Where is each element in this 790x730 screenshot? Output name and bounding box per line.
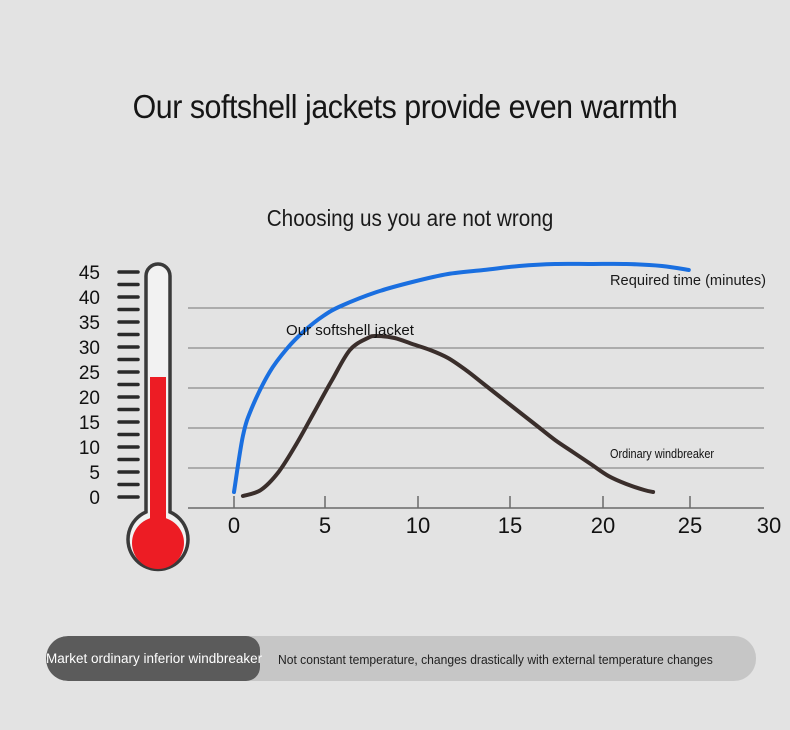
x-tick-label: 15 (498, 513, 522, 538)
banner-text: Not constant temperature, changes drasti… (278, 652, 713, 667)
series-line-our-softshell-jacket (232, 261, 691, 494)
banner-label: Market ordinary inferior windbreaker (46, 636, 262, 681)
thermometer-scale-label: 35 (79, 313, 100, 334)
thermometer-scale-label: 15 (79, 413, 100, 434)
thermometer-scale-labels: 45 40 35 30 25 20 15 10 5 0 (79, 263, 100, 509)
x-tick-label: 5 (319, 513, 331, 538)
thermometer-ticks (117, 270, 140, 499)
thermometer-scale-label: 10 (79, 438, 100, 459)
thermometer: 45 40 35 30 25 20 15 10 5 0 (79, 262, 190, 572)
series-label-our-softshell-jacket: Our softshell jacket (286, 322, 415, 339)
chart-gridlines (188, 307, 764, 509)
series-line-ordinary-windbreaker (240, 333, 656, 498)
thermometer-scale-label: 0 (89, 488, 100, 509)
thermometer-scale-label: 25 (79, 363, 100, 384)
x-axis-ticks (233, 496, 691, 508)
thermometer-scale-label: 30 (79, 338, 100, 359)
thermometer-scale-label: 40 (79, 288, 100, 309)
x-tick-label: 25 (678, 513, 702, 538)
x-tick-label: 0 (228, 513, 240, 538)
thermometer-scale-label: 20 (79, 388, 100, 409)
x-axis-tick-labels: 0 5 10 15 20 25 30 (228, 513, 781, 538)
page-subtitle: Choosing us you are not wrong (266, 205, 554, 231)
x-axis-title: Required time (minutes) (610, 272, 766, 289)
x-tick-label: 10 (406, 513, 430, 538)
thermometer-bulb (132, 517, 184, 569)
thermometer-scale-label: 45 (79, 263, 100, 284)
comparison-banner: Market ordinary inferior windbreaker Not… (46, 636, 756, 681)
page-title: Our softshell jackets provide even warmt… (132, 88, 678, 125)
series-label-ordinary-windbreaker: Ordinary windbreaker (610, 447, 714, 461)
x-tick-label: 20 (591, 513, 615, 538)
thermometer-scale-label: 5 (89, 463, 100, 484)
thermometer-fill (150, 377, 166, 545)
x-tick-label: 30 (757, 513, 781, 538)
